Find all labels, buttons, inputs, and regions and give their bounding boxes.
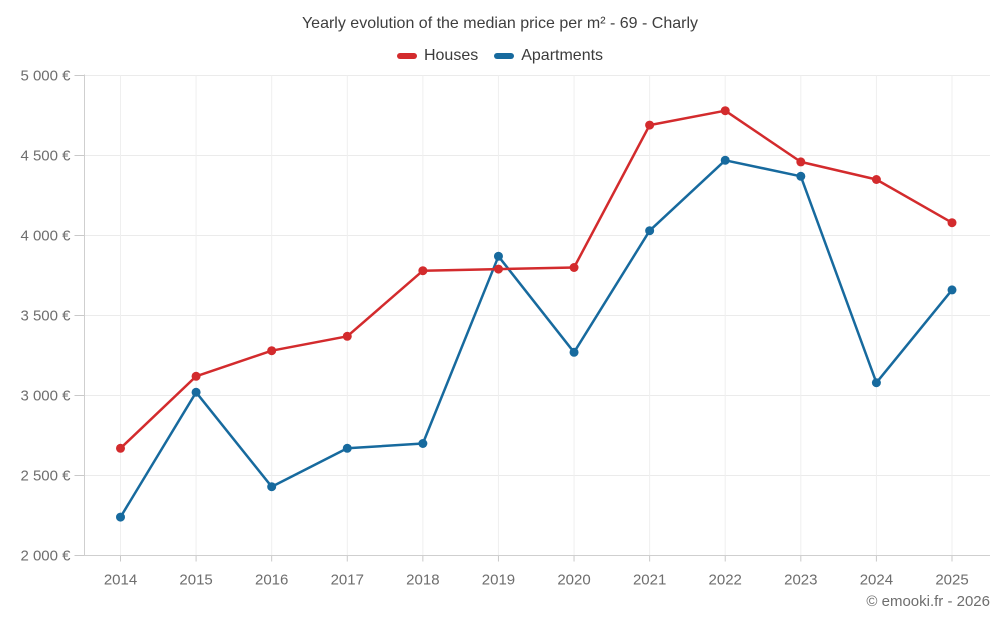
x-tick-label: 2021 (633, 572, 666, 589)
apartments-point-2020[interactable] (569, 347, 579, 357)
houses-point-2022[interactable] (720, 106, 730, 116)
x-tick-label: 2022 (709, 572, 742, 589)
x-tick-label: 2016 (255, 572, 288, 589)
x-tick-label: 2024 (860, 572, 893, 589)
y-tick-label: 4 500 € (20, 148, 71, 165)
y-tick-label: 2 500 € (20, 468, 71, 485)
x-tick-label: 2020 (557, 572, 590, 589)
houses-point-2014[interactable] (116, 443, 125, 453)
houses-point-2021[interactable] (645, 120, 655, 130)
legend-item-apartments[interactable]: Apartments (494, 47, 603, 65)
apartments-point-2018[interactable] (418, 439, 428, 448)
houses-point-2020[interactable] (569, 263, 579, 272)
legend-label-apartments: Apartments (521, 47, 604, 64)
houses-point-2023[interactable] (796, 157, 806, 167)
apartments-point-2025[interactable] (947, 285, 957, 295)
houses-point-2016[interactable] (267, 346, 277, 356)
apartments-point-2019[interactable] (493, 251, 503, 261)
houses-point-2018[interactable] (418, 266, 428, 276)
legend-swatch-houses-icon (396, 53, 417, 59)
houses-point-2015[interactable] (191, 371, 201, 381)
y-tick-label: 5 000 € (20, 68, 71, 85)
apartments-point-2022[interactable] (720, 155, 730, 165)
legend-swatch-apartments-icon (494, 53, 515, 59)
houses-point-2025[interactable] (947, 218, 957, 228)
legend-item-houses[interactable]: Houses (396, 47, 479, 65)
y-tick-label: 3 500 € (20, 308, 71, 325)
apartments-point-2021[interactable] (645, 226, 655, 236)
x-tick-label: 2019 (482, 572, 515, 589)
houses-line (119, 109, 954, 450)
apartments-point-2014[interactable] (116, 512, 125, 522)
x-tick-label: 2025 (935, 572, 968, 589)
y-tick-label: 2 000 € (20, 548, 71, 565)
houses-point-2017[interactable] (342, 331, 352, 341)
houses-point-2019[interactable] (493, 264, 503, 274)
x-tick-label: 2018 (406, 572, 439, 589)
copyright-text: © emooki.fr - 2026 (866, 593, 990, 610)
y-tick-label: 4 000 € (20, 228, 71, 245)
apartments-point-2023[interactable] (796, 171, 806, 181)
chart-title: Yearly evolution of the median price per… (301, 15, 699, 32)
houses-point-2024[interactable] (871, 175, 881, 184)
x-tick-label: 2015 (179, 572, 212, 589)
apartments-point-2017[interactable] (342, 443, 352, 453)
y-tick-label: 3 000 € (20, 388, 71, 405)
apartments-point-2015[interactable] (191, 387, 201, 397)
apartments-line (119, 159, 954, 519)
x-tick-label: 2023 (784, 572, 817, 589)
legend: Houses Apartments (0, 47, 1000, 65)
apartments-point-2016[interactable] (267, 482, 277, 492)
apartments-point-2024[interactable] (871, 378, 881, 388)
x-tick-label: 2014 (104, 572, 137, 589)
x-tick-label: 2017 (331, 572, 364, 589)
legend-label-houses: Houses (423, 47, 479, 64)
